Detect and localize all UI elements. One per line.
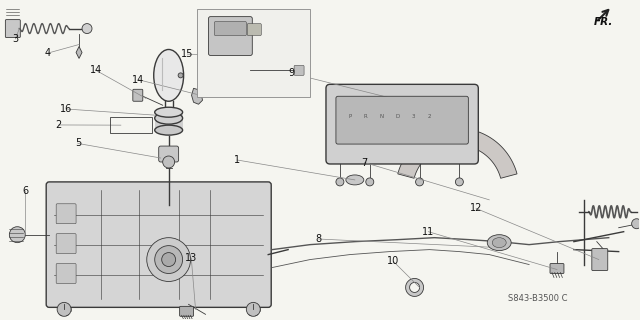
Ellipse shape	[155, 125, 182, 135]
Circle shape	[246, 302, 260, 316]
Text: 7: 7	[362, 157, 368, 168]
FancyBboxPatch shape	[196, 9, 310, 97]
Text: 3: 3	[12, 34, 19, 44]
Polygon shape	[398, 128, 517, 178]
FancyBboxPatch shape	[326, 84, 478, 164]
Polygon shape	[76, 46, 82, 59]
Circle shape	[163, 156, 175, 168]
FancyBboxPatch shape	[550, 264, 564, 274]
Ellipse shape	[155, 107, 182, 117]
Text: 2: 2	[56, 120, 62, 130]
Text: R: R	[364, 114, 367, 119]
Text: D: D	[396, 114, 400, 119]
FancyBboxPatch shape	[180, 306, 193, 316]
Circle shape	[366, 178, 374, 186]
Circle shape	[336, 178, 344, 186]
FancyBboxPatch shape	[56, 264, 76, 284]
Text: 13: 13	[185, 253, 197, 263]
FancyBboxPatch shape	[46, 182, 271, 307]
Text: 12: 12	[470, 204, 483, 213]
Circle shape	[57, 302, 71, 316]
Polygon shape	[191, 88, 202, 104]
Ellipse shape	[178, 73, 183, 78]
FancyBboxPatch shape	[155, 112, 182, 130]
Text: 14: 14	[132, 75, 145, 85]
Text: 14: 14	[90, 65, 102, 75]
Text: 15: 15	[181, 49, 194, 59]
FancyBboxPatch shape	[133, 89, 143, 101]
Text: 6: 6	[22, 186, 29, 196]
Text: 1: 1	[234, 155, 240, 165]
Ellipse shape	[487, 235, 511, 251]
Circle shape	[10, 227, 26, 243]
Text: FR.: FR.	[594, 17, 613, 27]
Ellipse shape	[155, 112, 182, 124]
FancyBboxPatch shape	[209, 17, 252, 55]
Circle shape	[415, 178, 424, 186]
Text: 11: 11	[422, 227, 435, 237]
Text: 2: 2	[428, 114, 431, 119]
Text: 4: 4	[44, 48, 51, 58]
FancyBboxPatch shape	[592, 249, 608, 270]
Text: P: P	[348, 114, 351, 119]
Circle shape	[162, 252, 175, 267]
Ellipse shape	[492, 238, 506, 248]
FancyBboxPatch shape	[336, 96, 468, 144]
FancyBboxPatch shape	[5, 20, 20, 37]
Ellipse shape	[346, 175, 364, 185]
Text: 3: 3	[412, 114, 415, 119]
FancyBboxPatch shape	[247, 24, 261, 36]
Text: 5: 5	[75, 139, 81, 148]
Ellipse shape	[154, 50, 184, 101]
Text: 16: 16	[60, 104, 72, 114]
Circle shape	[82, 24, 92, 34]
FancyBboxPatch shape	[214, 22, 246, 36]
Text: N: N	[380, 114, 384, 119]
Text: 10: 10	[387, 256, 399, 266]
Circle shape	[147, 238, 191, 282]
FancyBboxPatch shape	[56, 234, 76, 253]
Text: 9: 9	[288, 68, 294, 78]
Text: S843-B3500 C: S843-B3500 C	[508, 294, 568, 303]
Circle shape	[155, 246, 182, 274]
FancyBboxPatch shape	[56, 204, 76, 224]
FancyBboxPatch shape	[294, 65, 304, 76]
Circle shape	[632, 219, 640, 229]
Text: 8: 8	[316, 234, 322, 244]
FancyBboxPatch shape	[159, 146, 179, 162]
Circle shape	[456, 178, 463, 186]
